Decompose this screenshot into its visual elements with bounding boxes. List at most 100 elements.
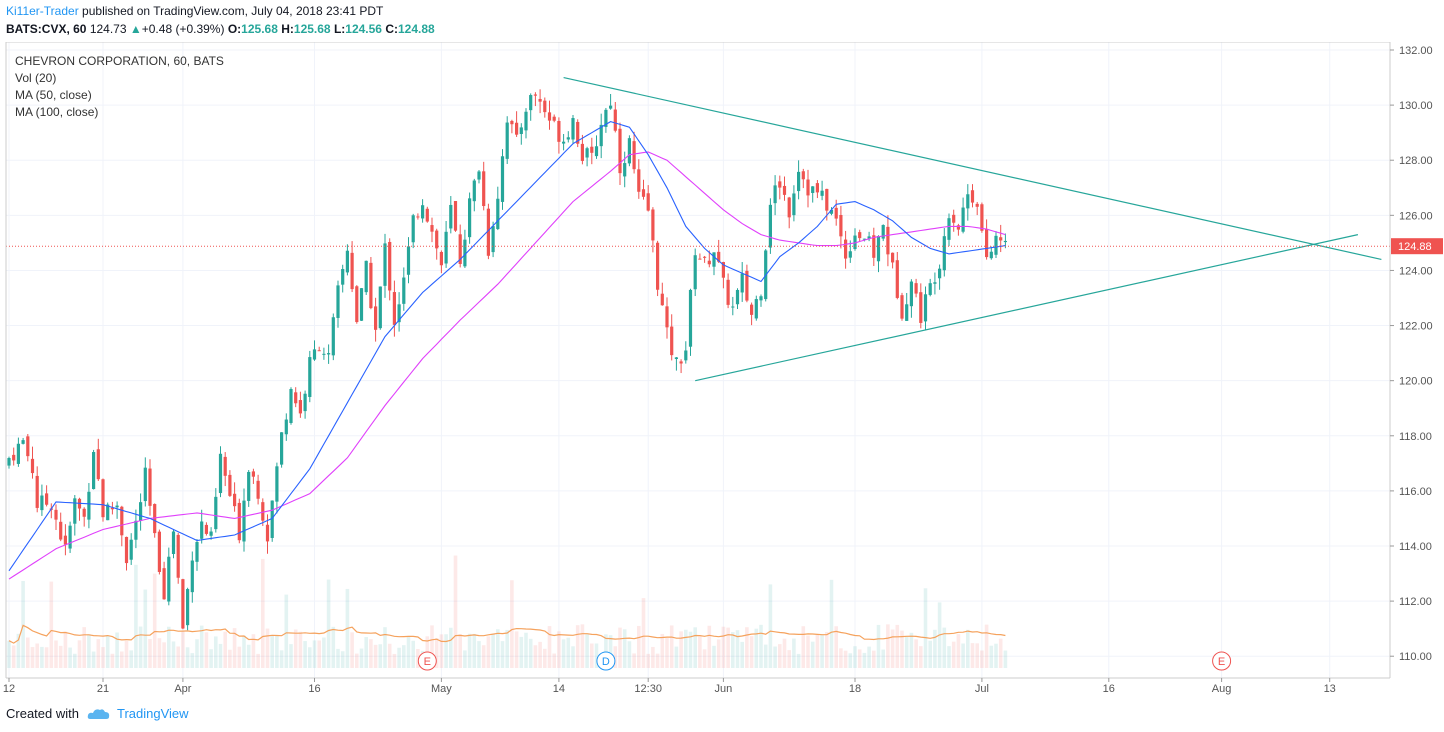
legend-ma100[interactable]: MA (100, close) [15,105,99,119]
volume-bar [392,653,397,668]
candle-body [472,180,476,202]
volume-bar [143,589,148,668]
price-tick-label: 116.00 [1399,486,1432,498]
volume-bar [810,641,815,668]
candle-body [195,541,199,562]
time-tick-label: Jun [715,683,733,695]
volume-bar [486,636,491,668]
volume-bar [152,573,157,668]
candle-body [834,207,838,219]
time-tick-label: 13 [1324,683,1336,695]
candle-body [350,252,354,290]
author-link[interactable]: Ki11er-Trader [6,4,79,18]
legend-volume[interactable]: Vol (20) [15,71,57,85]
candle-body [468,198,472,238]
volume-bar [256,653,260,668]
candle-body [327,353,331,355]
candle-body [717,251,721,262]
volume-bar [632,653,636,668]
candle-body [21,440,25,444]
volume-bar [975,643,979,668]
candle-body [862,238,866,240]
volume-bar [618,627,622,668]
volume-bar [961,643,965,668]
candle-body [162,568,166,600]
volume-bar [594,643,599,668]
candle-body [82,508,86,517]
candle-body [416,216,420,218]
candle-body [895,260,899,298]
volume-bar [44,647,49,668]
candle-body [815,183,819,193]
volume-bar [660,633,665,668]
volume-bar [402,645,406,668]
candle-body [562,141,566,144]
candle-body [651,209,655,241]
tradingview-brand-link[interactable]: TradingView [116,706,189,721]
volume-bar [745,627,749,668]
volume-bar [406,636,411,668]
candle-body [322,353,326,355]
candle-body [7,458,11,466]
volume-bar [655,653,660,668]
low-label: L: [333,22,346,36]
up-arrow-icon: ▲ [129,22,142,36]
volume-bar [651,646,655,668]
candle-body [735,289,740,305]
volume-bar [543,648,547,668]
price-tick-label: 110.00 [1399,651,1432,663]
candle-body [59,521,63,540]
candle-body [261,502,265,521]
publish-text: published on TradingView.com, July 04, 2… [82,4,384,18]
volume-bar [514,631,519,668]
time-tick-label: 14 [553,683,565,695]
volume-bar [857,649,862,668]
volume-bar [867,646,871,668]
candle-body [698,258,702,260]
candle-body [181,579,185,629]
volume-bar [340,651,345,668]
volume-bar [698,636,702,668]
candle-body [585,148,589,158]
candle-body [712,252,716,267]
candle-body [721,262,725,278]
candle-body [989,251,993,259]
candle-body [656,242,660,290]
volume-bar [439,634,444,668]
candle-body [284,419,288,435]
volume-bar [331,626,336,668]
candle-body [92,452,96,490]
candle-body [317,350,321,352]
volume-bar [970,643,975,668]
candle-body [176,534,180,578]
candle-body [933,282,937,284]
candle-body [12,454,16,461]
candle-body [543,100,547,113]
time-axis[interactable]: 12 21 Apr 16 May 14 12:30 Jun 18 Jul 16 Aug 13 [3,42,1390,695]
volume-bar [740,641,744,668]
volume-bar [933,629,937,668]
volume-bar [298,631,303,668]
volume-bar [684,629,688,668]
candle-body [153,504,157,534]
volume-bar [763,644,768,668]
volume-bar [735,630,740,668]
volume-bar [716,639,721,668]
price-chart[interactable]: E D E 132.00 130.00 128.00 126.00 124.00 122.00… [0,42,1444,700]
volume-bar [246,644,251,668]
volume-bar [829,579,834,668]
price-tick-label: 132.00 [1399,45,1433,57]
volume-bar [110,653,115,668]
candle-body [204,524,208,534]
price-tick-label: 114.00 [1399,541,1432,553]
legend-ma50[interactable]: MA (50, close) [15,88,92,102]
candle-body [646,193,650,211]
candle-body [458,234,462,264]
volume-bar [54,640,58,668]
price-axis[interactable]: 132.00 130.00 128.00 126.00 124.00 122.00 120.… [1389,42,1444,698]
candle-body [40,495,44,511]
volume-bar [312,640,317,668]
candle-body [143,467,147,502]
event-label: E [424,656,431,668]
